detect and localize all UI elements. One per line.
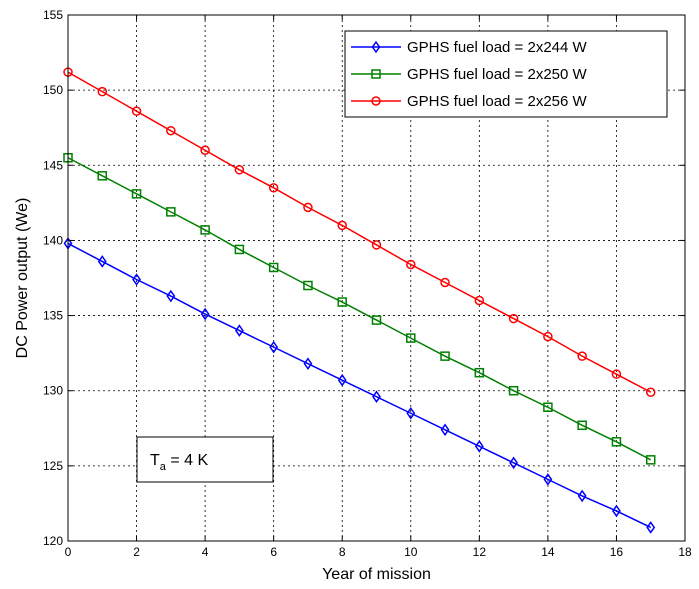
legend-marker: [371, 40, 381, 54]
data-point: [406, 259, 416, 270]
data-point: [509, 456, 519, 470]
annotation-subscript: a: [160, 461, 167, 473]
data-point: [131, 106, 142, 116]
data-point: [268, 262, 279, 273]
x-tick-label: 12: [473, 545, 487, 559]
data-point: [440, 423, 450, 437]
y-tick-label: 155: [43, 8, 63, 22]
data-point: [371, 240, 382, 250]
x-tick-label: 14: [541, 545, 555, 559]
data-point: [577, 420, 587, 431]
data-point: [166, 207, 176, 217]
data-point: [440, 277, 450, 288]
data-point: [200, 307, 210, 321]
data-point: [474, 440, 484, 453]
data-point: [371, 315, 382, 325]
x-axis-label: Year of mission: [322, 566, 431, 583]
data-point: [97, 255, 107, 268]
data-point: [612, 504, 621, 518]
series-3: [63, 67, 656, 397]
data-point: [543, 331, 553, 342]
x-tick-label: 2: [133, 545, 140, 559]
data-point: [543, 473, 553, 486]
data-point: [97, 86, 108, 97]
data-point: [97, 171, 108, 181]
y-tick-label: 125: [43, 459, 63, 473]
data-point: [337, 297, 347, 307]
data-point: [611, 437, 622, 447]
series-2: [63, 153, 656, 465]
y-tick-label: 150: [43, 83, 63, 97]
legend: GPHS fuel load = 2x244 W GPHS fuel load =…: [344, 30, 668, 118]
x-tick-label: 18: [678, 545, 692, 559]
data-point: [200, 145, 210, 156]
data-point: [406, 333, 416, 343]
series-layer: [63, 67, 656, 534]
data-point: [611, 369, 622, 379]
data-point: [543, 402, 553, 412]
data-point: [474, 367, 485, 378]
data-point: [200, 225, 210, 235]
data-point: [440, 351, 450, 361]
series-line-1: [67, 242, 652, 529]
x-tick-label: 6: [270, 545, 277, 559]
data-point: [132, 273, 141, 286]
legend-entry-1: GPHS fuel load = 2x244 W: [351, 39, 588, 56]
annotation-rest: = 4 K: [166, 452, 209, 469]
legend-label: GPHS fuel load = 2x256 W: [407, 93, 588, 110]
data-point: [406, 406, 416, 420]
ticks: 0 2 4 6 8 10 12 14 16 18 120 125 130 135 140 145 150 155: [43, 8, 692, 559]
data-point: [337, 373, 347, 387]
data-point: [303, 202, 313, 213]
legend-entry-3: GPHS fuel load = 2x256 W: [351, 93, 588, 110]
data-point: [577, 489, 587, 503]
y-axis-label: DC Power output (We): [14, 198, 31, 359]
data-point: [131, 189, 142, 199]
plot-frame: [67, 14, 686, 542]
legend-marker: [371, 96, 381, 106]
legend-label: GPHS fuel load = 2x250 W: [407, 66, 588, 83]
x-tick-label: 10: [404, 545, 418, 559]
annotation-text: Ta = 4 K: [150, 452, 208, 473]
annotation-main: T: [150, 452, 160, 469]
data-point: [508, 385, 519, 396]
data-point: [268, 183, 279, 193]
data-point: [234, 244, 245, 255]
data-point: [508, 313, 519, 324]
x-tick-label: 8: [339, 545, 346, 559]
y-tick-label: 130: [43, 384, 63, 398]
data-point: [234, 324, 244, 337]
data-point: [234, 165, 245, 175]
series-line-2: [67, 157, 652, 461]
legend-label: GPHS fuel load = 2x244 W: [407, 39, 588, 56]
y-tick-label: 140: [43, 233, 63, 247]
data-point: [645, 387, 656, 397]
x-tick-label: 0: [65, 545, 72, 559]
y-tick-label: 135: [43, 309, 63, 323]
series-line-3: [67, 71, 652, 393]
data-point: [166, 289, 176, 303]
data-point: [474, 295, 485, 306]
series-1: [63, 237, 656, 534]
y-tick-label: 120: [43, 534, 63, 548]
y-tick-label: 145: [43, 158, 63, 172]
annotation-box: Ta = 4 K: [136, 436, 274, 483]
x-tick-label: 16: [610, 545, 624, 559]
data-point: [646, 521, 656, 534]
legend-entry-2: GPHS fuel load = 2x250 W: [351, 66, 588, 83]
data-point: [577, 351, 587, 361]
x-tick-label: 4: [202, 545, 209, 559]
data-point: [166, 125, 176, 136]
data-point: [269, 340, 279, 354]
data-point: [645, 455, 656, 465]
data-point: [303, 280, 313, 291]
data-point: [303, 357, 313, 370]
data-point: [372, 390, 381, 404]
legend-marker: [371, 69, 381, 79]
data-point: [337, 220, 347, 231]
